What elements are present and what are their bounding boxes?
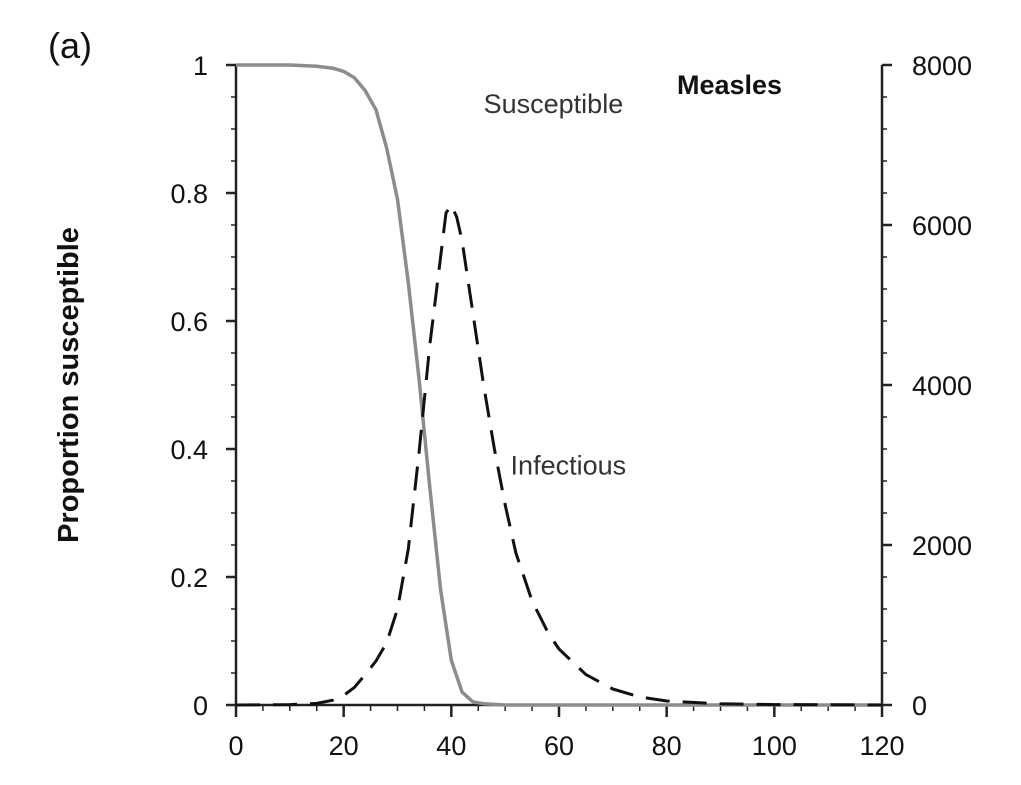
y-tick-label: 1 [193, 51, 208, 81]
y-tick-label: 0.8 [170, 179, 208, 209]
y-tick-label: 0.6 [170, 307, 208, 337]
y2-tick-label: 0 [912, 691, 927, 721]
annotation-layer: Susceptible Infectious [484, 89, 626, 481]
y-tick-label: 0.4 [170, 435, 208, 465]
y2-tick-label: 2000 [912, 531, 972, 561]
series-line-infectious [235, 203, 883, 707]
series-line-susceptible [236, 63, 882, 707]
x-tick-label: 0 [228, 731, 243, 761]
y2-tick-label: 4000 [912, 371, 972, 401]
y2-tick-label: 6000 [912, 211, 972, 241]
annotation-susceptible: Susceptible [484, 89, 624, 119]
annotation-infectious: Infectious [511, 451, 627, 481]
y-tick-label: 0 [193, 691, 208, 721]
x-tick-label: 80 [652, 731, 682, 761]
ticks [226, 63, 892, 717]
y2-tick-label: 8000 [912, 51, 972, 81]
chart-title: Measles [677, 70, 782, 100]
series-layer [235, 63, 883, 707]
y-tick-label: 0.2 [170, 563, 208, 593]
axes [234, 65, 884, 707]
tick-labels: 0 20 40 60 80 100 120 0 0.2 0.4 0.6 0.8 1 0 2000 4000 60… [170, 51, 972, 761]
x-tick-label: 40 [436, 731, 466, 761]
x-tick-label: 20 [329, 731, 359, 761]
y-axis-label: Proportion susceptible [53, 227, 85, 543]
x-tick-label: 120 [859, 731, 904, 761]
x-tick-label: 100 [752, 731, 797, 761]
x-tick-label: 60 [544, 731, 574, 761]
panel-label: (a) [48, 25, 92, 66]
